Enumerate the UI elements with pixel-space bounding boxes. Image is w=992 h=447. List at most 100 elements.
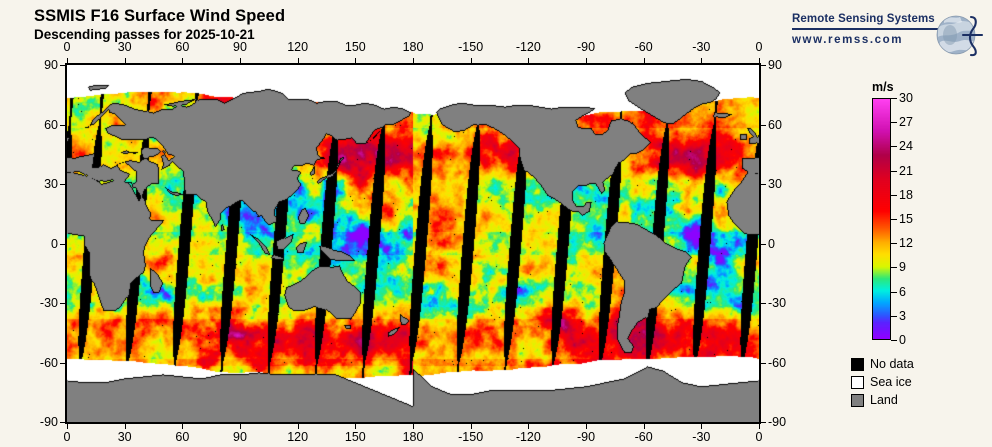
x-axis-label-bottom: 90 xyxy=(233,430,247,444)
x-axis-label-top: 0 xyxy=(755,40,763,54)
x-tick-top xyxy=(643,58,645,63)
remss-logo[interactable]: Remote Sensing Systems www.remss.com xyxy=(792,12,988,60)
colorbar-tick xyxy=(891,146,897,148)
colorbar-tick xyxy=(891,98,897,99)
y-axis-label-left: 0 xyxy=(51,236,58,251)
wind-speed-heatmap xyxy=(67,65,759,422)
y-axis-label-left: 60 xyxy=(44,117,58,132)
colorbar-tick xyxy=(891,291,897,293)
colorbar-tick-label: 21 xyxy=(899,163,913,178)
x-tick-bottom xyxy=(586,424,587,429)
x-tick-top xyxy=(124,58,126,63)
legend-swatch xyxy=(851,393,864,407)
y-axis-label-left: -60 xyxy=(39,355,58,370)
y-tick-right xyxy=(761,303,766,304)
y-tick-left xyxy=(60,243,65,245)
x-tick-top xyxy=(528,58,530,63)
x-tick-top xyxy=(413,58,414,63)
x-axis-label-bottom: -120 xyxy=(515,430,541,444)
logo-divider xyxy=(792,28,940,30)
x-tick-top xyxy=(470,58,472,63)
x-axis-label-bottom: 120 xyxy=(287,430,309,444)
colorbar-tick-label: 0 xyxy=(899,333,906,347)
y-axis-label-left: 30 xyxy=(44,177,58,191)
y-tick-right xyxy=(761,243,766,245)
y-axis-label-right: 0 xyxy=(768,236,775,251)
x-axis-label-bottom: 30 xyxy=(117,430,132,444)
legend-item: Sea ice xyxy=(851,373,914,391)
colorbar-tick-label: 3 xyxy=(899,308,906,323)
colorbar-tick-label: 30 xyxy=(899,91,913,105)
colorbar-tick xyxy=(891,194,897,196)
x-axis-label-top: -150 xyxy=(458,40,484,54)
y-tick-left xyxy=(60,124,65,126)
logo-website: www.remss.com xyxy=(792,33,904,46)
x-axis-label-top: 180 xyxy=(402,40,424,54)
x-axis-label-top: -90 xyxy=(576,40,596,54)
logo-company-name: Remote Sensing Systems xyxy=(792,13,935,25)
x-axis-label-bottom: -150 xyxy=(458,430,484,444)
y-axis-label-right: 30 xyxy=(768,177,782,191)
x-tick-bottom xyxy=(182,424,184,429)
globe-icon xyxy=(930,10,984,65)
x-axis-label-bottom: 0 xyxy=(755,430,763,444)
colorbar-tick-label: 6 xyxy=(899,284,906,299)
x-tick-top xyxy=(355,58,357,63)
y-tick-right xyxy=(761,362,766,364)
y-tick-right xyxy=(761,422,766,423)
y-axis-label-right: 60 xyxy=(768,117,782,132)
colorbar-tick xyxy=(891,122,897,124)
legend-item: No data xyxy=(851,355,914,373)
x-axis-label-top: 120 xyxy=(287,40,309,54)
y-axis-label-right: -60 xyxy=(768,355,787,370)
page-title: SSMIS F16 Surface Wind Speed xyxy=(34,7,286,25)
y-tick-left xyxy=(60,65,65,66)
title-block: SSMIS F16 Surface Wind Speed Descending … xyxy=(34,6,285,43)
colorbar-tick xyxy=(891,170,897,172)
x-axis-label-top: -120 xyxy=(515,40,541,54)
colorbar-tick xyxy=(891,243,897,245)
logo-text: Remote Sensing Systems www.remss.com xyxy=(792,12,942,48)
x-tick-bottom xyxy=(470,424,472,429)
colorbar-tick-label: 24 xyxy=(899,139,913,154)
colorbar-tick-label: 27 xyxy=(899,115,913,130)
colorbar[interactable] xyxy=(872,98,891,340)
legend-label: No data xyxy=(870,357,914,371)
x-tick-bottom xyxy=(355,424,357,429)
x-axis-label-bottom: 60 xyxy=(175,430,190,444)
y-tick-left xyxy=(60,184,65,185)
x-tick-bottom xyxy=(528,424,530,429)
x-tick-top xyxy=(67,58,68,63)
legend-item: Land xyxy=(851,391,914,409)
y-axis-label-left: -90 xyxy=(39,415,58,429)
colorbar-gradient xyxy=(873,99,890,339)
colorbar-tick-label: 9 xyxy=(899,260,906,275)
x-tick-bottom xyxy=(240,424,241,429)
x-axis-label-top: 0 xyxy=(63,40,71,54)
y-tick-left xyxy=(60,422,65,423)
map-plot-area[interactable] xyxy=(65,63,761,424)
x-tick-top xyxy=(240,58,241,63)
legend-swatch xyxy=(851,357,864,371)
x-tick-top xyxy=(701,58,703,63)
x-tick-bottom xyxy=(701,424,703,429)
x-axis-label-top: 60 xyxy=(175,40,190,54)
legend-label: Land xyxy=(870,393,898,407)
colorbar-tick xyxy=(891,267,897,269)
colorbar-tick-label: 12 xyxy=(899,236,913,251)
y-tick-right xyxy=(761,65,766,66)
x-axis-label-top: 90 xyxy=(233,40,247,54)
y-tick-right xyxy=(761,124,766,126)
x-axis-label-bottom: -60 xyxy=(634,430,653,444)
x-axis-label-bottom: 0 xyxy=(63,430,71,444)
x-tick-bottom xyxy=(67,424,68,429)
legend-label: Sea ice xyxy=(870,375,912,389)
colorbar-tick xyxy=(891,340,897,341)
y-tick-left xyxy=(60,362,65,364)
legend-swatch xyxy=(851,375,864,389)
x-axis-label-bottom: -30 xyxy=(692,430,711,444)
colorbar-tick-label: 18 xyxy=(899,187,913,202)
map-legend: No data Sea ice Land xyxy=(851,355,914,409)
y-axis-label-right: -90 xyxy=(768,415,787,429)
